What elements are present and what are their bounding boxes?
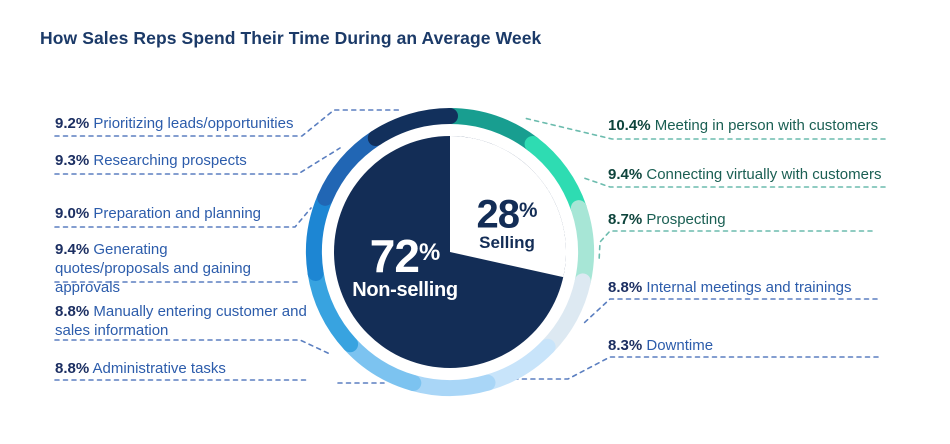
selling-text: Selling (479, 233, 535, 253)
category-text: Downtime (646, 337, 714, 354)
non-selling-center-label: 72% Non-selling (330, 231, 480, 302)
label-generating-quotes: 9.4% Generating quotes/proposals and gai… (55, 240, 283, 297)
category-text: Meeting in person with customers (654, 117, 879, 134)
percent-value: 8.8% (55, 303, 90, 320)
leader-line-preparation (54, 207, 312, 228)
leader-line-connecting-virtually (583, 177, 886, 188)
ring-segment (405, 374, 496, 397)
category-text: Preparation and planning (93, 205, 262, 222)
label-manually-entering: 8.8% Manually entering customer and sale… (55, 302, 307, 340)
label-administrative-tasks: 8.8% Administrative tasks (55, 359, 325, 378)
percent-value: 9.4% (55, 241, 90, 258)
ring-segment (570, 200, 595, 290)
leader-line-administrative (54, 379, 385, 384)
label-prioritizing-leads: 9.2% Prioritizing leads/opportunities (55, 114, 325, 133)
percent-value: 9.3% (55, 152, 90, 169)
category-text: Prospecting (646, 211, 726, 228)
percent-value: 9.2% (55, 115, 90, 132)
leader-line-internal-meetings (583, 298, 878, 324)
selling-center-label: 28% Selling (452, 192, 562, 253)
category-text: Researching prospects (93, 152, 247, 169)
ring-segment (367, 108, 458, 147)
percent-value: 10.4% (608, 117, 651, 134)
percent-value: 8.8% (608, 279, 643, 296)
percent-value: 9.4% (608, 166, 643, 183)
label-internal-meetings: 8.8% Internal meetings and trainings (608, 278, 928, 297)
category-text: Internal meetings and trainings (646, 279, 852, 296)
category-text: Prioritizing leads/opportunities (93, 115, 294, 132)
label-prospecting: 8.7% Prospecting (608, 210, 928, 229)
category-text: Generating quotes/proposals and gaining … (55, 241, 251, 296)
percent-value: 9.0% (55, 205, 90, 222)
label-researching-prospects: 9.3% Researching prospects (55, 151, 325, 170)
label-downtime: 8.3% Downtime (608, 336, 928, 355)
label-preparation-planning: 9.0% Preparation and planning (55, 204, 325, 223)
leader-line-prioritizing (54, 109, 401, 137)
leader-line-meeting-in-person (523, 117, 886, 140)
percent-value: 8.7% (608, 211, 643, 228)
label-connecting-virtually: 9.4% Connecting virtually with customers (608, 165, 928, 184)
leader-line-prospecting (598, 230, 873, 263)
chart-title: How Sales Reps Spend Their Time During a… (40, 28, 542, 48)
non-selling-text: Non-selling (352, 278, 458, 301)
pie-selling-slice (450, 136, 567, 278)
category-text: Manually entering customer and sales inf… (55, 303, 307, 339)
leader-line-downtime (511, 356, 879, 380)
leader-line-researching (54, 147, 341, 175)
percent-value: 8.3% (608, 337, 643, 354)
label-meeting-in-person: 10.4% Meeting in person with customers (608, 116, 928, 135)
non-selling-percentage: 72% (369, 229, 441, 282)
selling-percentage: 28% (476, 192, 538, 237)
category-text: Administrative tasks (92, 360, 226, 377)
category-text: Connecting virtually with customers (646, 166, 882, 183)
ring-segment (442, 108, 541, 152)
percent-value: 8.8% (55, 360, 90, 377)
leader-line-manually-entering (54, 339, 331, 355)
